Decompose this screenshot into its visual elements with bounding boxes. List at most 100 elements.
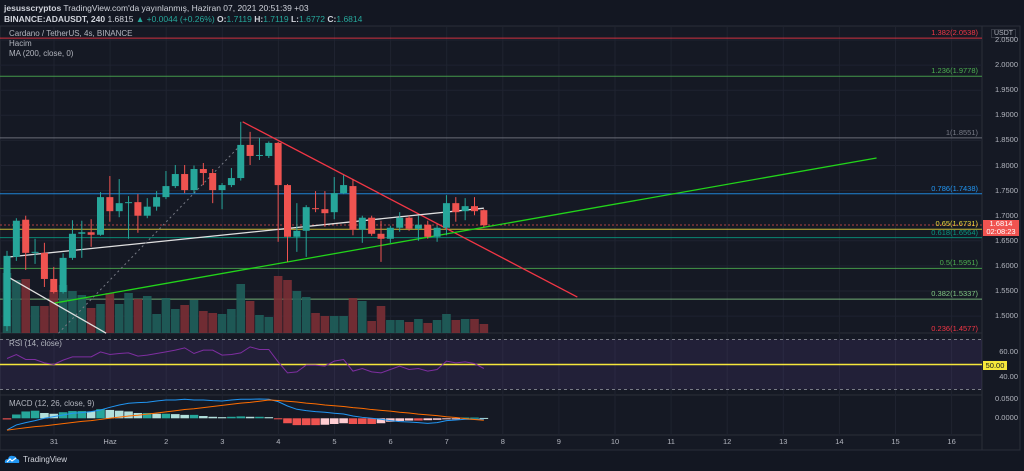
volume-bar: [105, 293, 115, 333]
candle-bullish: [396, 217, 404, 228]
volume-bar: [432, 320, 442, 333]
volume-bar: [68, 291, 77, 333]
fib-level-label: 0.382(1.5337): [931, 289, 978, 299]
symbol: BINANCE:ADAUSDT, 240: [4, 14, 106, 24]
volume-bar: [124, 293, 133, 333]
macd-histogram-bar: [124, 411, 133, 419]
time-tick: 11: [667, 437, 675, 446]
candle-bearish: [349, 186, 357, 230]
time-tick: 7: [444, 437, 449, 446]
macd-histogram-bar: [2, 418, 12, 420]
price-tick: 1.5000: [995, 311, 1018, 321]
username[interactable]: jesusscryptos: [4, 3, 62, 13]
time-tick: 8: [500, 437, 505, 446]
fib-level-label: 0.786(1.7438): [931, 183, 978, 193]
currency-label[interactable]: USDT: [991, 29, 1017, 38]
candle-bullish: [31, 251, 39, 253]
macd-histogram-bar: [432, 418, 442, 420]
tradingview-logo[interactable]: TradingView: [4, 454, 67, 464]
white-diagonal-line: [9, 277, 107, 334]
macd-histogram-bar: [451, 418, 461, 420]
price-tick: 2.0000: [995, 60, 1018, 70]
publish-date: TradingView.com'da yayınlanmış, Haziran …: [63, 3, 309, 13]
candle-bullish: [12, 220, 20, 257]
bar-countdown: 02:08:23: [986, 227, 1016, 236]
candle-bullish: [330, 193, 338, 213]
macd-histogram-bar: [320, 418, 330, 425]
macd-histogram-bar: [348, 418, 358, 424]
time-tick: 9: [556, 437, 561, 446]
downtrend-line: [242, 121, 578, 298]
legend-macd[interactable]: MACD (12, 26, close, 9): [9, 399, 95, 408]
volume-bar: [329, 316, 339, 333]
fib-level-label: 1(1.8551): [945, 127, 978, 137]
volume-bar: [348, 298, 358, 333]
macd-histogram-bar: [301, 418, 311, 426]
volume-bar: [264, 317, 274, 333]
high-label: H:: [254, 14, 264, 24]
candle-bullish: [461, 206, 469, 212]
volume-bar: [86, 308, 96, 333]
fib-level-label: 1.236(1.9778): [931, 66, 978, 76]
time-tick: 4: [276, 437, 281, 446]
macd-histogram-bar: [77, 411, 87, 419]
publish-info: jesusscryptos TradingView.com'da yayınla…: [4, 3, 309, 13]
time-tick: 13: [779, 437, 788, 446]
macd-histogram-bar: [208, 416, 217, 419]
volume-bar: [404, 322, 414, 333]
price-tick: 1.8500: [995, 135, 1018, 145]
legend-ma[interactable]: MA (200, close, 0): [9, 49, 74, 58]
candle-bullish: [218, 185, 226, 191]
volume-bar: [339, 316, 348, 333]
macd-histogram-bar: [283, 418, 292, 424]
rsi-line: [6, 346, 485, 374]
candle-bearish: [199, 169, 207, 174]
time-tick: 15: [891, 437, 900, 446]
volume-bar: [367, 321, 376, 333]
volume-bar: [376, 306, 386, 333]
volume-bar: [292, 291, 302, 333]
volume-bar: [12, 280, 21, 333]
candle-bearish: [106, 197, 114, 212]
macd-histogram-bar: [68, 411, 77, 419]
close-value: 1.6814: [336, 14, 363, 24]
price-tick: 1.9000: [995, 110, 1018, 120]
fib-level-label: 0.236(1.4577): [931, 324, 978, 333]
candle-bullish: [265, 142, 273, 156]
macd-tick: 0.0000: [995, 413, 1018, 422]
macd-histogram-bar: [114, 410, 124, 419]
time-tick: 2: [164, 437, 169, 446]
volume-bar: [470, 319, 479, 333]
current-price: 1.6814: [989, 219, 1013, 228]
candle-bullish: [59, 257, 67, 293]
macd-histogram-bar: [339, 418, 348, 424]
volume-bar: [460, 319, 470, 333]
legend-volume[interactable]: Hacim: [9, 39, 32, 48]
macd-histogram-bar: [255, 416, 264, 419]
time-tick: 31: [49, 437, 59, 446]
open-value: 1.7119: [226, 14, 252, 24]
macd-histogram-bar: [236, 416, 246, 419]
candle-bearish: [377, 233, 385, 239]
candle-bearish: [321, 209, 329, 214]
rsi-tick: 40.00: [999, 372, 1018, 381]
candle-bullish: [143, 206, 151, 216]
legend-title[interactable]: Cardano / TetherUS, 4s, BINANCE: [9, 29, 133, 38]
price-tick: 1.7500: [995, 185, 1018, 195]
macd-histogram-bar: [180, 414, 189, 419]
macd-histogram-bar: [49, 413, 59, 419]
close-label: C:: [327, 14, 337, 24]
signal-line: [6, 399, 484, 431]
price-tick: 2.0500: [995, 35, 1018, 44]
candle-bullish: [115, 203, 123, 212]
time-tick: Haz: [103, 437, 117, 446]
legend-rsi[interactable]: RSI (14, close): [9, 339, 62, 348]
volume-bar: [142, 296, 152, 333]
macd-histogram-bar: [217, 417, 227, 419]
macd-histogram-bar: [358, 418, 367, 424]
price-tick: 1.8000: [995, 160, 1018, 170]
price-change: ▲ +0.0044 (+0.26%): [135, 14, 215, 24]
time-tick: 3: [220, 437, 225, 446]
volume-bar: [358, 301, 367, 333]
